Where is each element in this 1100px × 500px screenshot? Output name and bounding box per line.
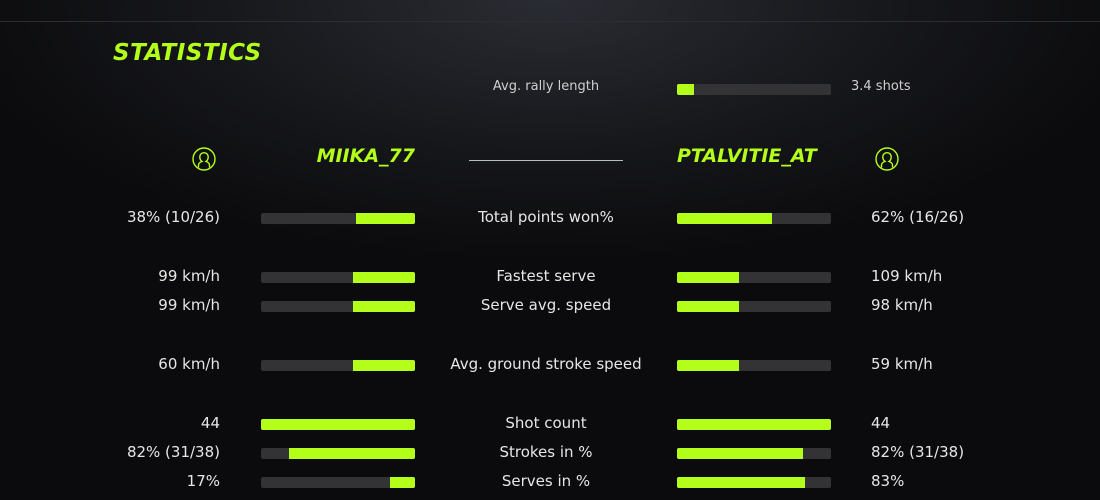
right-bar [677, 360, 831, 371]
left-bar [261, 301, 415, 312]
left-bar-fill [353, 360, 415, 371]
left-bar [261, 477, 415, 488]
right-bar [677, 477, 831, 488]
right-bar-fill [677, 477, 805, 488]
left-bar-fill [261, 419, 415, 430]
stat-label: Shot count [505, 414, 587, 432]
right-bar [677, 272, 831, 283]
header-divider [469, 160, 623, 161]
user-icon [875, 147, 899, 171]
right-value: 82% (31/38) [871, 443, 965, 461]
right-bar-fill [677, 272, 739, 283]
top-divider [0, 21, 1100, 22]
rally-bar [677, 84, 831, 95]
left-value: 44 [200, 414, 220, 432]
left-bar [261, 272, 415, 283]
user-icon [192, 147, 216, 171]
rally-value: 3.4 shots [851, 79, 911, 94]
stat-row: 99 km/h Serve avg. speed 98 km/h [0, 296, 1100, 316]
rally-row: Avg. rally length 3.4 shots [0, 79, 1100, 99]
right-value: 62% (16/26) [871, 208, 965, 226]
stat-row: 82% (31/38) Strokes in % 82% (31/38) [0, 443, 1100, 463]
right-bar-fill [677, 213, 773, 224]
right-player-name: PTALVITIE_AT [677, 145, 817, 167]
left-bar-fill [353, 272, 415, 283]
left-bar [261, 360, 415, 371]
left-bar [261, 213, 415, 224]
right-bar [677, 213, 831, 224]
left-bar-fill [390, 477, 415, 488]
right-bar [677, 301, 831, 312]
stat-row: 38% (10/26) Total points won% 62% (16/26… [0, 208, 1100, 228]
left-value: 38% (10/26) [126, 208, 220, 226]
stat-label: Serves in % [501, 472, 591, 490]
stat-row: 99 km/h Fastest serve 109 km/h [0, 267, 1100, 287]
left-bar-fill [353, 301, 415, 312]
left-value: 99 km/h [158, 296, 220, 314]
stat-row: 60 km/h Avg. ground stroke speed 59 km/h [0, 355, 1100, 375]
right-bar-fill [677, 360, 739, 371]
stat-row: 44 Shot count 44 [0, 414, 1100, 434]
left-value: 99 km/h [158, 267, 220, 285]
right-value: 98 km/h [871, 296, 933, 314]
stat-label: Serve avg. speed [480, 296, 612, 314]
left-value: 17% [186, 472, 220, 490]
left-bar [261, 448, 415, 459]
right-bar [677, 419, 831, 430]
left-bar-fill [356, 213, 415, 224]
rally-bar-fill [677, 84, 694, 95]
left-bar-fill [288, 448, 415, 459]
stat-row: 17% Serves in % 83% [0, 472, 1100, 492]
rally-label: Avg. rally length [492, 79, 600, 94]
right-value: 59 km/h [871, 355, 933, 373]
left-player-name: MIIKA_77 [316, 145, 415, 167]
left-bar [261, 419, 415, 430]
stat-label: Total points won% [478, 208, 614, 226]
left-value: 82% (31/38) [126, 443, 220, 461]
right-value: 44 [871, 414, 891, 432]
right-bar [677, 448, 831, 459]
right-bar-fill [677, 301, 739, 312]
right-value: 109 km/h [871, 267, 943, 285]
right-value: 83% [871, 472, 905, 490]
right-bar-fill [677, 419, 831, 430]
stat-label: Avg. ground stroke speed [450, 355, 642, 373]
page-title: STATISTICS [113, 40, 262, 66]
stat-label: Strokes in % [499, 443, 593, 461]
right-bar-fill [677, 448, 804, 459]
stat-label: Fastest serve [496, 267, 596, 285]
left-value: 60 km/h [158, 355, 220, 373]
